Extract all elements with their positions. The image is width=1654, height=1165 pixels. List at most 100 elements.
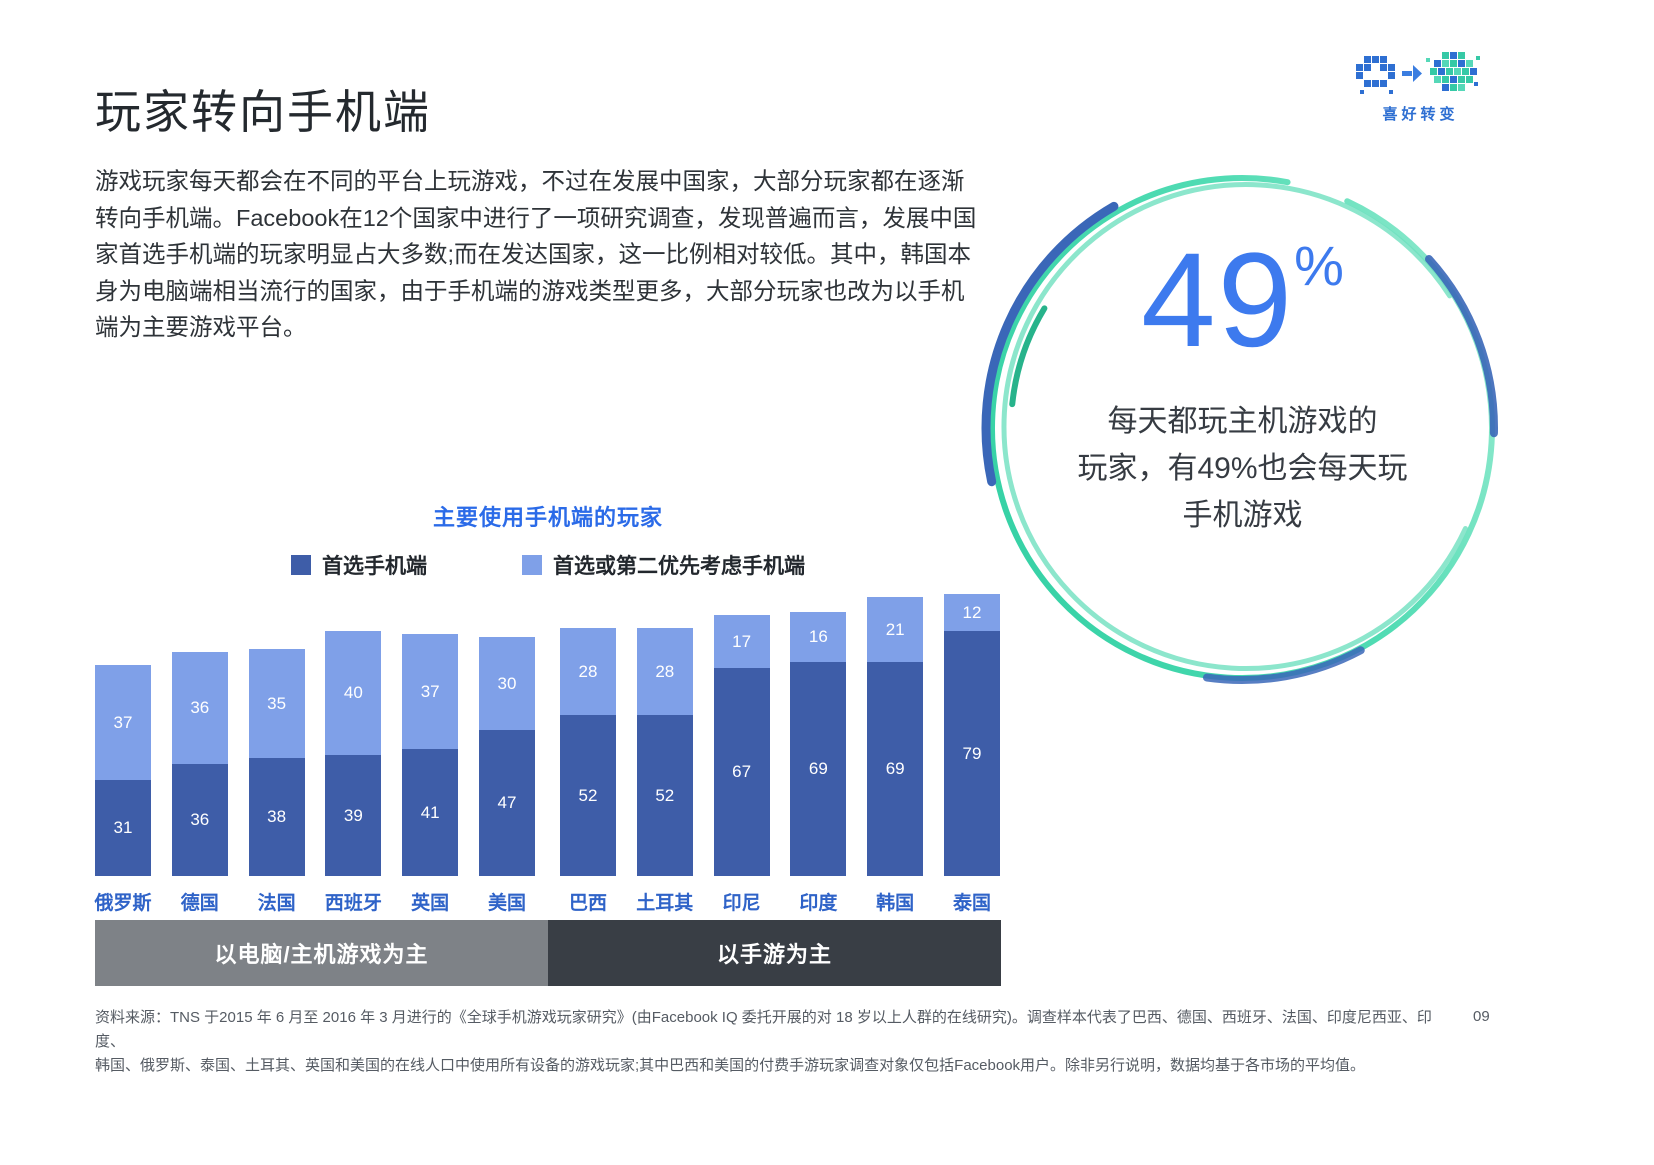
bar-column-5: 37 41 英国 <box>402 634 459 914</box>
bar-stack: 30 47 <box>478 637 535 876</box>
stat-value: 49 <box>1141 226 1295 375</box>
bar-segment: 40 <box>325 631 382 755</box>
legend-item-mobile-second: 首选或第二优先考虑手机端 <box>522 550 805 580</box>
bar-value-label: 36 <box>190 698 210 717</box>
source-line: 资料来源：TNS 于2015 年 6 月至 2016 年 3 月进行的《全球手机… <box>95 1009 1432 1050</box>
bar-value-label: 39 <box>343 805 363 825</box>
bar-segment: 36 <box>171 652 228 764</box>
bar-column-12: 12 79 泰国 <box>943 594 1000 914</box>
bar-segment: 41 <box>402 749 459 876</box>
sketch-circle-graphic <box>981 167 1503 689</box>
category-label: 德国 <box>180 893 219 914</box>
preference-shift-label: 喜好转变 <box>1382 106 1459 123</box>
stat-number: 49 % <box>1141 234 1344 368</box>
bar-segment: 52 <box>560 715 616 876</box>
category-label: 印度 <box>799 893 838 914</box>
bar-group-left: 37 31 俄罗斯 36 36 德国 35 38 法国 40 39 西班牙 37 41 英国 30 47 美国 <box>94 631 535 914</box>
chart-legend: 首选手机端 首选或第二优先考虑手机端 <box>95 550 1001 580</box>
bar-segment: 21 <box>867 597 924 662</box>
bar-value-label: 16 <box>808 627 828 646</box>
bar-segment: 28 <box>560 628 616 715</box>
category-label: 土耳其 <box>636 893 694 914</box>
bar-group-right: 28 52 巴西 28 52 土耳其 17 67 印尼 16 69 印度 21 69 韩国 12 79 泰国 <box>560 594 1000 914</box>
bar-value-label: 41 <box>420 802 440 822</box>
bar-value-label: 37 <box>113 712 133 732</box>
category-label: 泰国 <box>952 893 991 914</box>
stat-caption-line: 玩家，有49%也会每天玩 <box>1077 452 1408 485</box>
bar-value-label: 38 <box>267 807 287 826</box>
bar-value-label: 69 <box>808 759 828 778</box>
intro-paragraph: 游戏玩家每天都会在不同的平台上玩游戏，不过在发展中国家，大部分玩家都在逐渐转向手… <box>95 168 977 340</box>
bar-segment: 47 <box>478 730 535 876</box>
bar-value-label: 35 <box>267 693 287 713</box>
preference-shift-badge: 喜好转变 <box>1343 50 1498 124</box>
bar-stack: 37 31 <box>95 665 151 876</box>
bar-column-10: 16 69 印度 <box>790 612 847 914</box>
bar-column-3: 35 38 法国 <box>248 649 305 914</box>
bar-stack: 37 41 <box>402 634 459 876</box>
page-title: 玩家转向手机端 <box>95 86 431 138</box>
category-label: 英国 <box>411 893 450 914</box>
category-label: 俄罗斯 <box>94 893 152 914</box>
bar-segment: 52 <box>636 715 693 876</box>
pixel-transform-icon <box>1355 52 1480 94</box>
bar-value-label: 47 <box>497 793 517 812</box>
category-label: 美国 <box>487 893 526 914</box>
bar-column-11: 21 69 韩国 <box>867 597 924 914</box>
bar-stack: 36 36 <box>171 652 228 876</box>
bar-segment: 36 <box>171 764 228 876</box>
bar-column-6: 30 47 美国 <box>478 637 535 914</box>
bar-segment: 38 <box>248 758 305 876</box>
bars-area: 37 31 俄罗斯 36 36 德国 35 38 法国 40 39 西班牙 37 41 英国 30 47 美国 2… <box>94 594 1001 914</box>
bar-stack: 40 39 <box>325 631 382 876</box>
stat-caption: 每天都玩主机游戏的 玩家，有49%也会每天玩 手机游戏 <box>1077 398 1407 539</box>
bar-value-label: 37 <box>420 681 440 701</box>
bar-segment: 12 <box>943 594 1000 631</box>
bar-segment: 37 <box>95 665 151 780</box>
bar-stack: 28 52 <box>560 628 616 876</box>
bar-value-label: 12 <box>962 602 982 622</box>
bar-value-label: 31 <box>113 818 133 837</box>
bar-segment: 35 <box>248 649 305 758</box>
bar-segment: 28 <box>636 628 693 715</box>
source-line: 韩国、俄罗斯、泰国、土耳其、英国和美国的在线人口中使用所有设备的游戏玩家;其中巴… <box>95 1057 1366 1074</box>
bar-value-label: 21 <box>885 619 905 639</box>
bar-column-2: 36 36 德国 <box>171 652 228 914</box>
legend-label: 首选或第二优先考虑手机端 <box>553 555 805 578</box>
bar-segment: 30 <box>478 637 535 730</box>
percent-sign: % <box>1294 234 1344 297</box>
bar-stack: 12 79 <box>943 594 1000 876</box>
bar-segment: 31 <box>95 780 151 876</box>
bar-value-label: 17 <box>732 631 752 651</box>
bar-column-9: 17 67 印尼 <box>713 615 770 914</box>
bar-segment: 16 <box>790 612 847 662</box>
bar-value-label: 30 <box>497 673 517 693</box>
bar-value-label: 28 <box>578 661 598 681</box>
bar-segment: 79 <box>943 631 1000 876</box>
stat-caption-line: 每天都玩主机游戏的 <box>1107 405 1378 438</box>
band-computer-console: 以电脑/主机游戏为主 <box>95 920 548 986</box>
legend-swatch-dark <box>291 555 311 575</box>
category-label: 巴西 <box>568 893 607 914</box>
bar-stack: 28 52 <box>636 628 693 876</box>
bar-column-4: 40 39 西班牙 <box>325 631 382 914</box>
band-mobile-first: 以手游为主 <box>548 920 1001 986</box>
bar-segment: 37 <box>402 634 459 749</box>
bar-value-label: 36 <box>190 810 210 829</box>
bar-column-8: 28 52 土耳其 <box>636 628 694 914</box>
bar-value-label: 52 <box>578 785 598 805</box>
category-label: 印尼 <box>722 893 761 914</box>
stat-caption-line: 手机游戏 <box>1182 499 1303 532</box>
bar-segment: 69 <box>790 662 847 876</box>
legend-swatch-light <box>522 555 542 575</box>
bar-segment: 69 <box>867 662 924 876</box>
bar-stack: 21 69 <box>867 597 924 876</box>
chart-title: 主要使用手机端的玩家 <box>432 505 663 530</box>
bar-value-label: 28 <box>655 661 675 681</box>
stat-circle: 49 % 每天都玩主机游戏的 玩家，有49%也会每天玩 手机游戏 <box>970 156 1515 701</box>
legend-label: 首选手机端 <box>322 555 427 578</box>
category-label: 法国 <box>257 893 296 914</box>
bar-segment: 39 <box>325 755 382 876</box>
bar-stack: 35 38 <box>248 649 305 876</box>
